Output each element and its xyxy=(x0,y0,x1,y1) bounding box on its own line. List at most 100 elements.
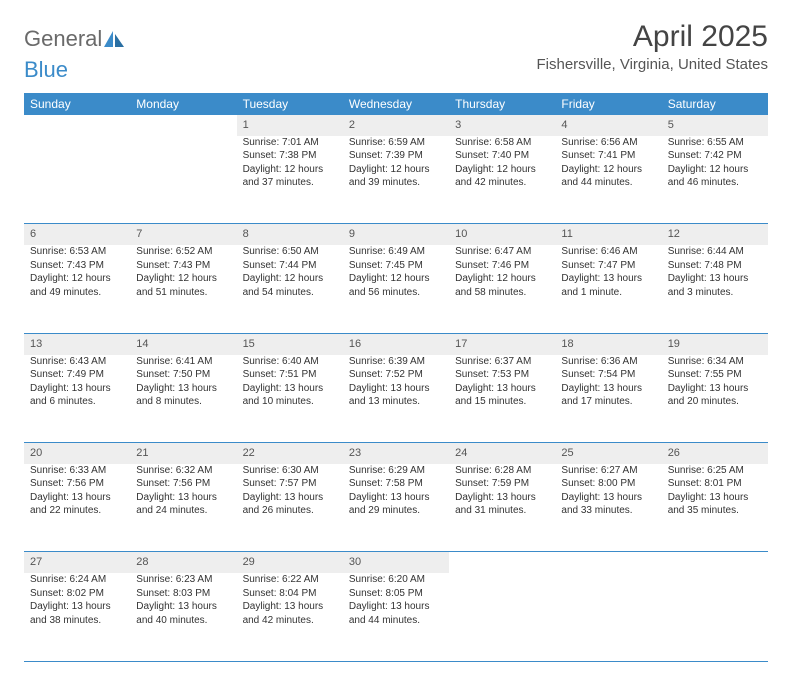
day-number: 7 xyxy=(130,224,236,245)
day-cell: Sunrise: 6:28 AMSunset: 7:59 PMDaylight:… xyxy=(449,464,555,552)
daylight-text: Daylight: 13 hours and 38 minutes. xyxy=(30,600,124,627)
sunrise-text: Sunrise: 6:20 AM xyxy=(349,573,443,587)
daylight-text: Daylight: 13 hours and 6 minutes. xyxy=(30,382,124,409)
day-number xyxy=(449,552,555,573)
calendar-body: 12345Sunrise: 7:01 AMSunset: 7:38 PMDayl… xyxy=(24,115,768,661)
day-number: 24 xyxy=(449,443,555,464)
day-number: 13 xyxy=(24,333,130,354)
day-number: 8 xyxy=(237,224,343,245)
day-cell: Sunrise: 6:39 AMSunset: 7:52 PMDaylight:… xyxy=(343,355,449,443)
sunset-text: Sunset: 7:53 PM xyxy=(455,368,549,382)
page-title: April 2025 xyxy=(537,20,769,54)
daylight-text: Daylight: 13 hours and 13 minutes. xyxy=(349,382,443,409)
calendar-table: SundayMondayTuesdayWednesdayThursdayFrid… xyxy=(24,93,768,662)
sunrise-text: Sunrise: 6:33 AM xyxy=(30,464,124,478)
sunrise-text: Sunrise: 6:46 AM xyxy=(561,245,655,259)
day-cell: Sunrise: 6:34 AMSunset: 7:55 PMDaylight:… xyxy=(662,355,768,443)
sunrise-text: Sunrise: 6:55 AM xyxy=(668,136,762,150)
weekday-header: Thursday xyxy=(449,93,555,115)
sunset-text: Sunset: 7:50 PM xyxy=(136,368,230,382)
day-cell xyxy=(662,573,768,661)
daylight-text: Daylight: 13 hours and 26 minutes. xyxy=(243,491,337,518)
day-number: 5 xyxy=(662,115,768,136)
day-cell: Sunrise: 6:56 AMSunset: 7:41 PMDaylight:… xyxy=(555,136,661,224)
day-number: 19 xyxy=(662,333,768,354)
daylight-text: Daylight: 13 hours and 10 minutes. xyxy=(243,382,337,409)
logo-sail-icon xyxy=(104,31,124,47)
day-number-row: 13141516171819 xyxy=(24,333,768,354)
sunset-text: Sunset: 7:43 PM xyxy=(136,259,230,273)
page: General April 2025 Fishersville, Virgini… xyxy=(0,0,792,682)
sunset-text: Sunset: 8:01 PM xyxy=(668,477,762,491)
day-cell xyxy=(130,136,236,224)
daylight-text: Daylight: 12 hours and 37 minutes. xyxy=(243,163,337,190)
daylight-text: Daylight: 13 hours and 29 minutes. xyxy=(349,491,443,518)
daylight-text: Daylight: 12 hours and 51 minutes. xyxy=(136,272,230,299)
day-cell: Sunrise: 6:20 AMSunset: 8:05 PMDaylight:… xyxy=(343,573,449,661)
daylight-text: Daylight: 12 hours and 46 minutes. xyxy=(668,163,762,190)
location: Fishersville, Virginia, United States xyxy=(537,56,769,73)
day-content-row: Sunrise: 6:43 AMSunset: 7:49 PMDaylight:… xyxy=(24,355,768,443)
sunset-text: Sunset: 7:56 PM xyxy=(136,477,230,491)
day-cell: Sunrise: 6:30 AMSunset: 7:57 PMDaylight:… xyxy=(237,464,343,552)
sunrise-text: Sunrise: 6:58 AM xyxy=(455,136,549,150)
day-number: 1 xyxy=(237,115,343,136)
day-cell xyxy=(24,136,130,224)
sunrise-text: Sunrise: 6:29 AM xyxy=(349,464,443,478)
day-cell: Sunrise: 6:52 AMSunset: 7:43 PMDaylight:… xyxy=(130,245,236,333)
daylight-text: Daylight: 12 hours and 44 minutes. xyxy=(561,163,655,190)
day-number-row: 27282930 xyxy=(24,552,768,573)
sunrise-text: Sunrise: 6:23 AM xyxy=(136,573,230,587)
sunrise-text: Sunrise: 6:52 AM xyxy=(136,245,230,259)
day-cell: Sunrise: 6:58 AMSunset: 7:40 PMDaylight:… xyxy=(449,136,555,224)
day-number: 9 xyxy=(343,224,449,245)
sunset-text: Sunset: 7:57 PM xyxy=(243,477,337,491)
day-number: 4 xyxy=(555,115,661,136)
day-number xyxy=(662,552,768,573)
day-cell: Sunrise: 6:46 AMSunset: 7:47 PMDaylight:… xyxy=(555,245,661,333)
day-content-row: Sunrise: 6:24 AMSunset: 8:02 PMDaylight:… xyxy=(24,573,768,661)
day-number: 6 xyxy=(24,224,130,245)
sunrise-text: Sunrise: 6:37 AM xyxy=(455,355,549,369)
day-number: 29 xyxy=(237,552,343,573)
sunrise-text: Sunrise: 6:47 AM xyxy=(455,245,549,259)
sunset-text: Sunset: 7:48 PM xyxy=(668,259,762,273)
daylight-text: Daylight: 12 hours and 58 minutes. xyxy=(455,272,549,299)
sunrise-text: Sunrise: 6:25 AM xyxy=(668,464,762,478)
day-number: 28 xyxy=(130,552,236,573)
daylight-text: Daylight: 13 hours and 33 minutes. xyxy=(561,491,655,518)
sunrise-text: Sunrise: 6:36 AM xyxy=(561,355,655,369)
daylight-text: Daylight: 13 hours and 20 minutes. xyxy=(668,382,762,409)
day-number: 11 xyxy=(555,224,661,245)
sunset-text: Sunset: 7:46 PM xyxy=(455,259,549,273)
daylight-text: Daylight: 13 hours and 17 minutes. xyxy=(561,382,655,409)
day-number: 30 xyxy=(343,552,449,573)
weekday-header: Friday xyxy=(555,93,661,115)
day-cell: Sunrise: 6:40 AMSunset: 7:51 PMDaylight:… xyxy=(237,355,343,443)
day-number: 26 xyxy=(662,443,768,464)
day-cell: Sunrise: 6:41 AMSunset: 7:50 PMDaylight:… xyxy=(130,355,236,443)
sunrise-text: Sunrise: 6:24 AM xyxy=(30,573,124,587)
sunrise-text: Sunrise: 6:44 AM xyxy=(668,245,762,259)
day-cell xyxy=(449,573,555,661)
day-number: 14 xyxy=(130,333,236,354)
daylight-text: Daylight: 13 hours and 35 minutes. xyxy=(668,491,762,518)
day-cell: Sunrise: 6:59 AMSunset: 7:39 PMDaylight:… xyxy=(343,136,449,224)
daylight-text: Daylight: 13 hours and 15 minutes. xyxy=(455,382,549,409)
sunrise-text: Sunrise: 6:28 AM xyxy=(455,464,549,478)
day-number-row: 6789101112 xyxy=(24,224,768,245)
day-cell: Sunrise: 6:47 AMSunset: 7:46 PMDaylight:… xyxy=(449,245,555,333)
sunrise-text: Sunrise: 6:34 AM xyxy=(668,355,762,369)
sunrise-text: Sunrise: 6:41 AM xyxy=(136,355,230,369)
daylight-text: Daylight: 12 hours and 49 minutes. xyxy=(30,272,124,299)
day-cell xyxy=(555,573,661,661)
day-number xyxy=(130,115,236,136)
day-number: 17 xyxy=(449,333,555,354)
sunset-text: Sunset: 7:41 PM xyxy=(561,149,655,163)
logo-text-general: General xyxy=(24,26,102,52)
day-content-row: Sunrise: 6:53 AMSunset: 7:43 PMDaylight:… xyxy=(24,245,768,333)
daylight-text: Daylight: 12 hours and 39 minutes. xyxy=(349,163,443,190)
day-number: 22 xyxy=(237,443,343,464)
weekday-header: Saturday xyxy=(662,93,768,115)
day-cell: Sunrise: 6:49 AMSunset: 7:45 PMDaylight:… xyxy=(343,245,449,333)
